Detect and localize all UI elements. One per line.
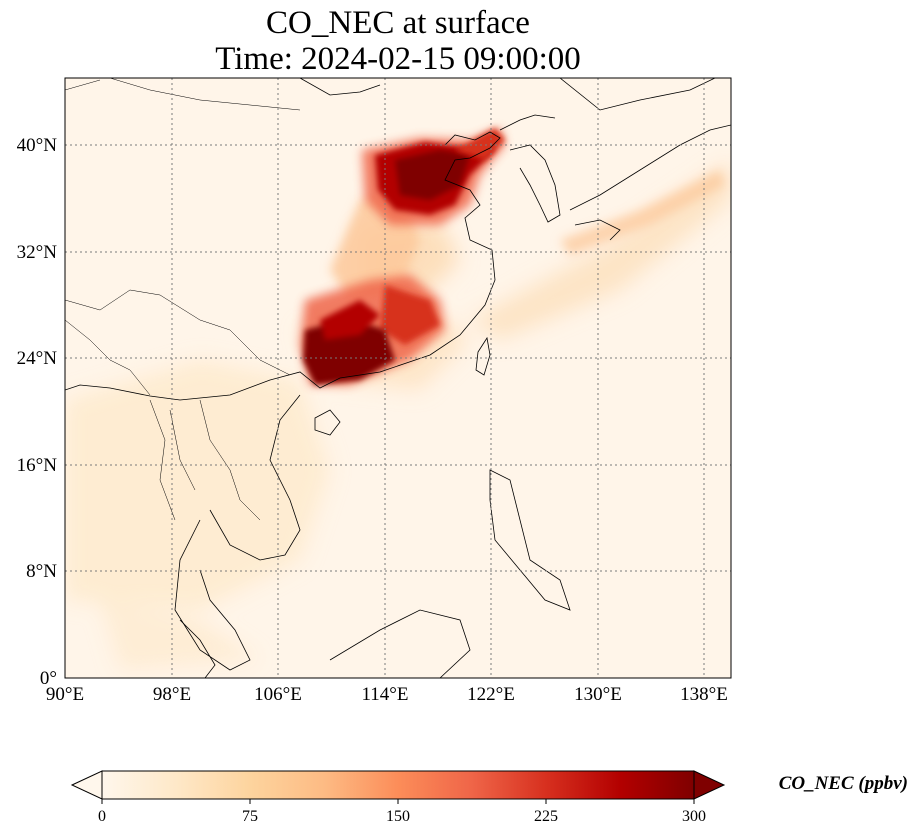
korea-china-border (499, 114, 556, 131)
country-borders (65, 78, 301, 521)
gridlines (65, 78, 731, 678)
lon-tick-label: 138°E (680, 684, 728, 705)
colorbar-tick-label: 300 (682, 808, 706, 825)
lat-tick-label: 8°N (26, 561, 57, 582)
lon-tick-label: 130°E (574, 684, 622, 705)
colorbar-tick-label: 75 (242, 808, 258, 825)
colorbar-extend-min (70, 770, 103, 800)
lat-tick-label: 24°N (17, 348, 58, 369)
colorbar-tick-label: 225 (534, 808, 558, 825)
colorbar: 0 75 150 225 300 CO_NEC (ppbv) (70, 770, 908, 825)
peninsula-coastline (174, 519, 251, 671)
borneo-coastline (329, 609, 471, 678)
lat-tick-label: 40°N (17, 135, 58, 156)
korea-coastline (509, 144, 561, 223)
lon-tick-label: 122°E (467, 684, 515, 705)
chart-title-line1: CO_NEC at surface (266, 5, 530, 41)
map-frame (64, 77, 732, 679)
lon-axis: 90°E 98°E 106°E 114°E 122°E 130°E 138°E (46, 684, 728, 705)
hotspot-north-china (362, 128, 505, 225)
lat-tick-label: 16°N (17, 455, 58, 476)
hainan-coastline (314, 409, 341, 436)
taiwan-coastline (475, 336, 491, 376)
japan-coastline (569, 124, 731, 241)
lat-tick-label: 0° (40, 668, 57, 689)
colorbar-gradient (101, 770, 695, 800)
vietnam-coastline (209, 394, 301, 561)
philippines-coastline (489, 469, 571, 611)
lon-tick-label: 106°E (254, 684, 302, 705)
lat-tick-label: 32°N (17, 242, 58, 263)
colorbar-title: CO_NEC (ppbv) (779, 773, 908, 794)
colorbar-tick-label: 0 (98, 808, 106, 825)
lon-tick-label: 90°E (46, 684, 84, 705)
chart-title-line2: Time: 2024-02-15 09:00:00 (215, 41, 581, 77)
colorbar-extend-max (693, 770, 726, 800)
coastlines (65, 78, 731, 678)
lon-tick-label: 114°E (362, 684, 409, 705)
china-east-coastline (65, 131, 501, 401)
northern-coastline (299, 78, 716, 111)
lat-axis: 40°N 32°N 24°N 16°N 8°N 0° (17, 135, 58, 689)
lon-tick-label: 98°E (153, 684, 191, 705)
sumatra-coastline (179, 619, 216, 678)
colorbar-tick-label: 150 (386, 808, 410, 825)
